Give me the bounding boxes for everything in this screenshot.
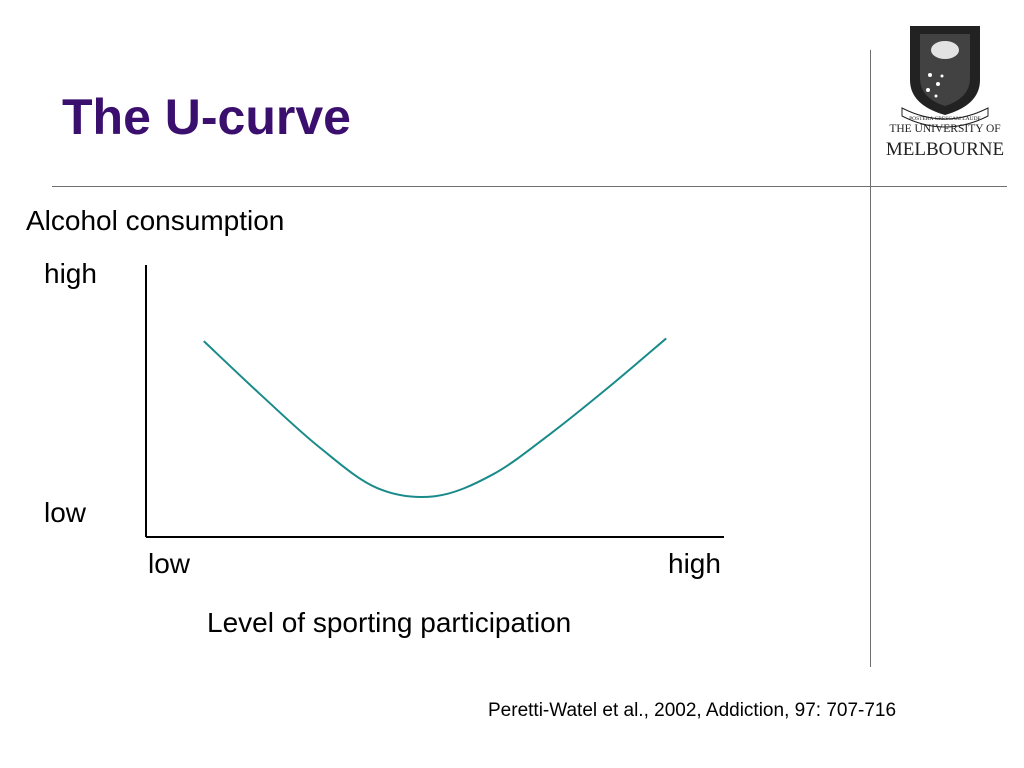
- y-tick-high: high: [44, 258, 97, 289]
- y-tick-low: low: [44, 497, 87, 528]
- crest-shield-icon: [910, 26, 980, 115]
- x-tick-low: low: [148, 548, 191, 579]
- university-logo: POSTERA CRESCAM LAUDE THE UNIVERSITY OF …: [886, 26, 1004, 160]
- y-axis-label: Alcohol consumption: [26, 205, 285, 236]
- x-tick-high: high: [668, 548, 721, 579]
- u-curve-line: [203, 337, 667, 499]
- vertical-divider: [870, 50, 871, 667]
- horizontal-divider: [52, 186, 1007, 187]
- logo-line1: THE UNIVERSITY OF: [889, 123, 1000, 135]
- citation: Peretti-Watel et al., 2002, Addiction, 9…: [488, 700, 897, 721]
- logo-line2: MELBOURNE: [886, 139, 1004, 160]
- logo-motto: POSTERA CRESCAM LAUDE: [909, 116, 981, 122]
- x-axis-label: Level of sporting participation: [207, 607, 572, 638]
- slide-title: The U-curve: [62, 89, 351, 145]
